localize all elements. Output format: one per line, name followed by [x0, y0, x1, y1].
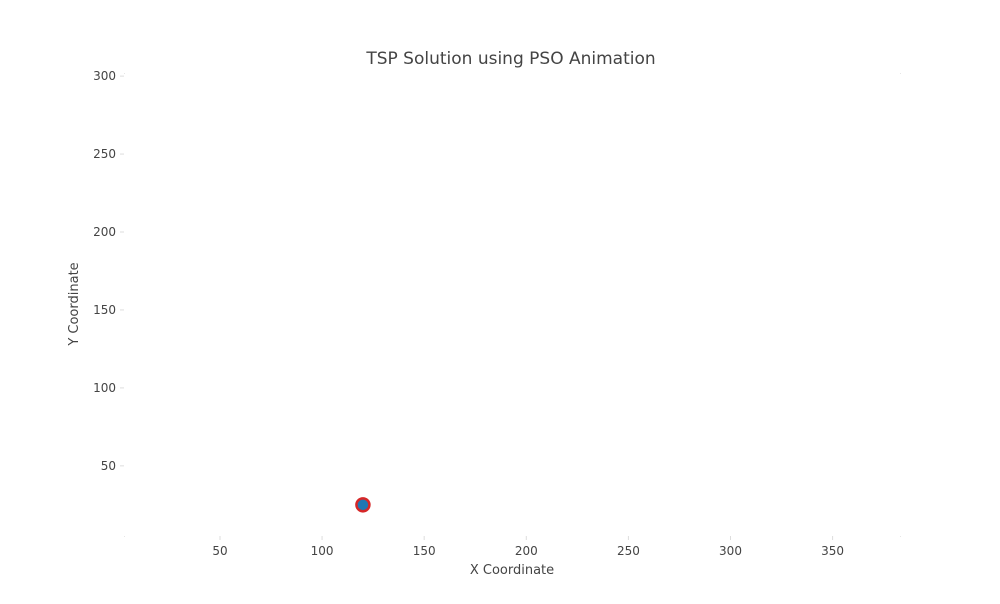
y-tick-label: 150	[93, 303, 116, 317]
plot-corner-marks	[124, 73, 901, 537]
data-points	[355, 497, 371, 513]
axis-ticks: 50 100 150 200 250 300 350 50 100 150 200 250 300	[93, 69, 844, 558]
y-tick-label: 50	[101, 459, 116, 473]
plot-corner-mark	[900, 73, 901, 74]
x-tick-label: 50	[212, 544, 227, 558]
y-tick-label: 200	[93, 225, 116, 239]
y-tick-label: 250	[93, 147, 116, 161]
city-point	[355, 497, 371, 513]
plot-corner-mark	[124, 73, 125, 74]
y-tick-label: 300	[93, 69, 116, 83]
x-tick-label: 200	[515, 544, 538, 558]
plot-corner-mark	[124, 536, 125, 537]
x-tick-label: 250	[617, 544, 640, 558]
x-axis-label: X Coordinate	[470, 563, 554, 578]
plot-corner-mark	[900, 536, 901, 537]
x-tick-label: 350	[821, 544, 844, 558]
chart-title: TSP Solution using PSO Animation	[365, 49, 655, 69]
y-axis-label: Y Coordinate	[67, 262, 82, 346]
x-tick-label: 100	[311, 544, 334, 558]
y-tick-label: 100	[93, 381, 116, 395]
x-tick-label: 150	[413, 544, 436, 558]
x-tick-label: 300	[719, 544, 742, 558]
